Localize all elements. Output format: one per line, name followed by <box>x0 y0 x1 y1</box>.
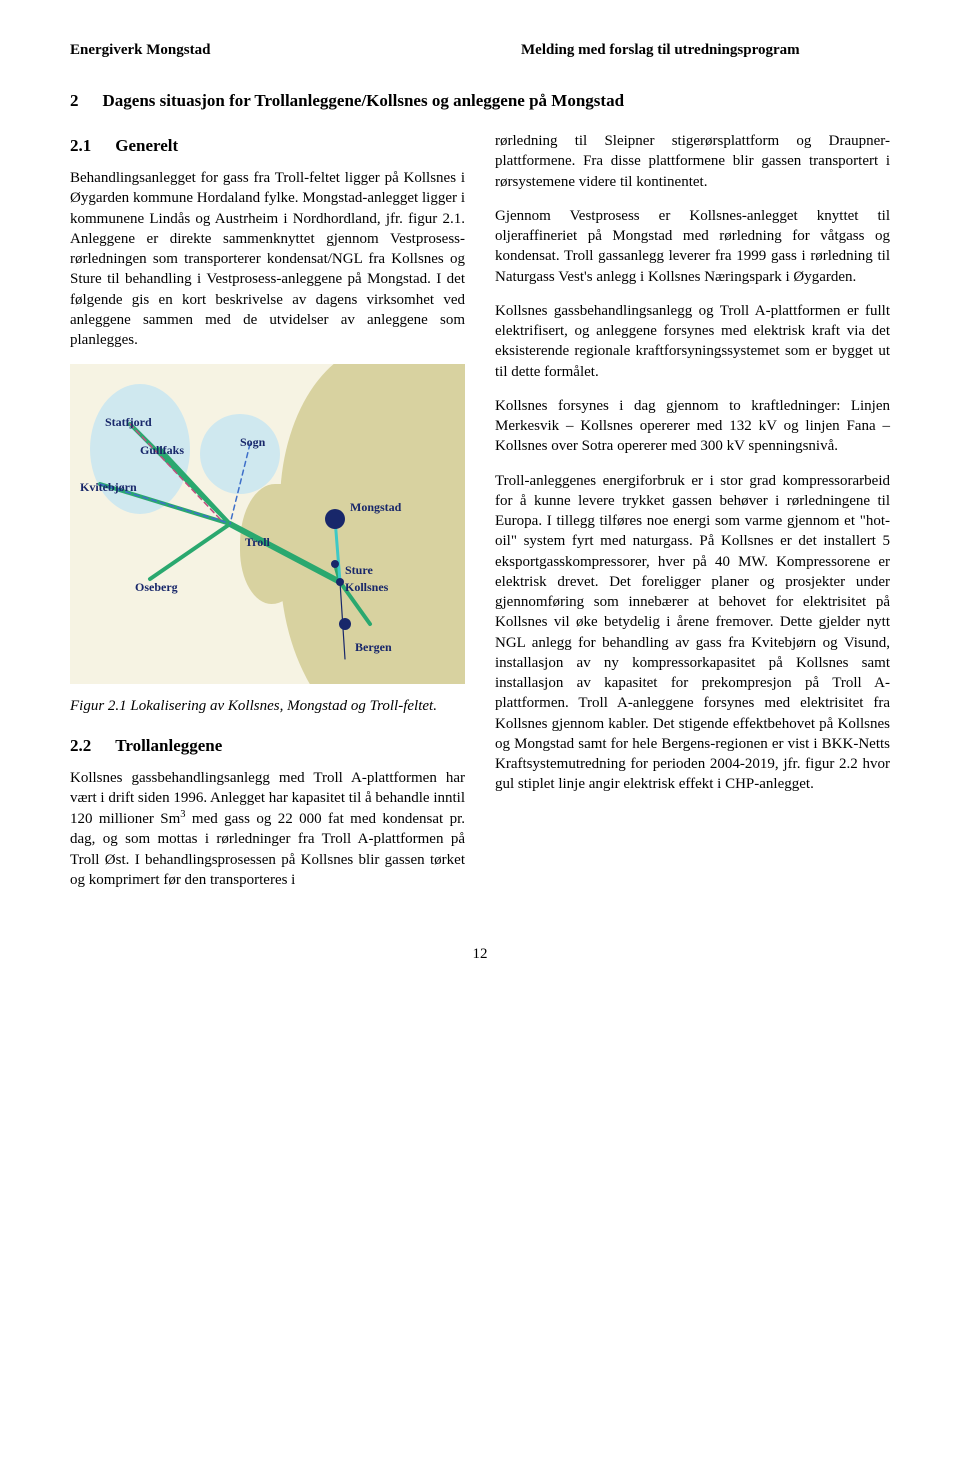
paragraph-5: Kollsnes gassbehandlingsanlegg og Troll … <box>495 301 890 382</box>
paragraph-2: Kollsnes gassbehandlingsanlegg med Troll… <box>70 768 465 891</box>
map-label: Kvitebjørn <box>80 479 137 495</box>
map-label: Sogn <box>240 434 265 450</box>
subsection-2-heading: 2.2 Trollanleggene <box>70 735 465 758</box>
sub1-title: Generelt <box>115 135 178 158</box>
map-label: Gullfaks <box>140 442 184 458</box>
sub1-number: 2.1 <box>70 135 91 158</box>
two-column-layout: 2.1 Generelt Behandlingsanlegget for gas… <box>70 131 890 904</box>
subsection-1-heading: 2.1 Generelt <box>70 135 465 158</box>
section-number: 2 <box>70 90 79 113</box>
page-number: 12 <box>70 944 890 964</box>
paragraph-1: Behandlingsanlegget for gass fra Troll-f… <box>70 168 465 350</box>
right-column: rørledning til Sleipner stigerørsplattfo… <box>495 131 890 904</box>
left-column: 2.1 Generelt Behandlingsanlegget for gas… <box>70 131 465 904</box>
paragraph-4: Gjennom Vestprosess er Kollsnes-anlegget… <box>495 206 890 287</box>
map-figure: Statfjord Gullfaks Kvitebjørn Sogn Troll Oseb… <box>70 364 465 684</box>
paragraph-7: Troll-anleggenes energiforbruk er i stor… <box>495 471 890 795</box>
map-label: Sture <box>345 562 373 578</box>
map-label: Bergen <box>355 639 392 655</box>
header-right: Melding med forslag til utredningsprogra… <box>521 40 890 60</box>
section-heading: 2 Dagens situasjon for Trollanleggene/Ko… <box>70 90 890 113</box>
page-header: Energiverk Mongstad Melding med forslag … <box>70 40 890 60</box>
figure-caption: Figur 2.1 Lokalisering av Kollsnes, Mong… <box>70 696 465 716</box>
sub2-title: Trollanleggene <box>115 735 222 758</box>
map-label: Mongstad <box>350 499 401 515</box>
map-lines <box>70 364 465 684</box>
paragraph-6: Kollsnes forsynes i dag gjennom to kraft… <box>495 396 890 457</box>
header-left: Energiverk Mongstad <box>70 40 210 60</box>
map-label: Oseberg <box>135 579 178 595</box>
map-label: Troll <box>245 534 270 550</box>
paragraph-3: rørledning til Sleipner stigerørsplattfo… <box>495 131 890 192</box>
section-title: Dagens situasjon for Trollanleggene/Koll… <box>103 90 625 113</box>
map-label: Kollsnes <box>345 579 388 595</box>
map-label: Statfjord <box>105 414 152 430</box>
sub2-number: 2.2 <box>70 735 91 758</box>
